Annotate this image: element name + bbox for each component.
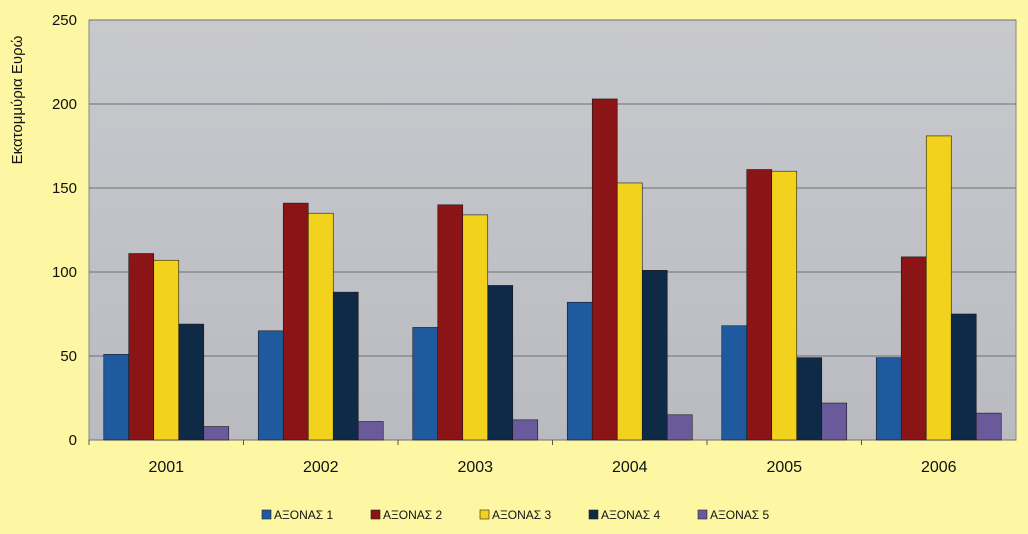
y-tick-label: 0 <box>69 432 77 449</box>
legend-label: ΑΞΟΝΑΣ 2 <box>383 508 443 522</box>
y-tick-label: 50 <box>60 348 77 365</box>
bar-3-2005 <box>771 170 798 441</box>
y-axis-label: Εκατομμύρια Ευρώ <box>9 35 26 164</box>
legend-swatch <box>588 509 599 520</box>
y-axis-ticks: 0 50 100 150 200 250 <box>52 12 77 449</box>
bar-4-2006 <box>950 313 977 441</box>
x-axis-ticks: 2001 2002 2003 2004 2005 2006 <box>88 440 957 476</box>
x-tick-label: 2006 <box>921 459 957 476</box>
bar-3-2003 <box>462 214 489 441</box>
bar-5-2001 <box>203 426 230 441</box>
y-tick-label: 100 <box>52 264 77 281</box>
bar-1-2001 <box>103 354 130 441</box>
x-tick-label: 2001 <box>148 459 184 476</box>
plot-area <box>88 19 1017 441</box>
bar-2-2002 <box>282 202 309 441</box>
bar-1-2003 <box>412 327 439 441</box>
x-tick-label: 2002 <box>303 459 339 476</box>
bar-2-2004 <box>591 98 618 441</box>
bar-1-2005 <box>721 325 748 441</box>
legend-swatch <box>261 509 272 520</box>
legend: ΑΞΟΝΑΣ 1 ΑΞΟΝΑΣ 2 ΑΞΟΝΑΣ 3 ΑΞΟΝΑΣ 4 ΑΞΟΝΑΣ 5 <box>261 508 770 522</box>
bar-2-2003 <box>437 204 464 441</box>
bars <box>103 98 1002 441</box>
bar-3-2006 <box>925 135 952 441</box>
legend-swatch <box>370 509 381 520</box>
bar-3-2004 <box>616 182 643 441</box>
bar-2-2006 <box>900 256 927 441</box>
bar-2-2001 <box>128 253 155 441</box>
bar-2-2005 <box>746 169 773 441</box>
bar-1-2006 <box>875 357 902 441</box>
x-tick-label: 2004 <box>612 459 648 476</box>
bar-5-2004 <box>666 414 693 441</box>
bar-5-2003 <box>512 419 539 441</box>
bar-4-2002 <box>332 291 359 441</box>
y-tick-label: 200 <box>52 96 77 113</box>
legend-swatch <box>479 509 490 520</box>
bar-4-2001 <box>178 323 205 441</box>
legend-label: ΑΞΟΝΑΣ 4 <box>601 508 661 522</box>
legend-swatch <box>697 509 708 520</box>
x-tick-label: 2005 <box>766 459 802 476</box>
bar-5-2006 <box>975 412 1002 441</box>
legend-label: ΑΞΟΝΑΣ 3 <box>492 508 552 522</box>
y-tick-label: 150 <box>52 180 77 197</box>
y-tick-label: 250 <box>52 12 77 29</box>
bar-3-2001 <box>153 259 180 441</box>
bar-5-2005 <box>821 402 848 441</box>
bar-1-2004 <box>566 301 593 441</box>
bar-3-2002 <box>307 212 334 441</box>
x-tick-label: 2003 <box>457 459 493 476</box>
bar-1-2002 <box>257 330 284 441</box>
legend-label: ΑΞΟΝΑΣ 1 <box>274 508 334 522</box>
bar-4-2004 <box>641 270 668 441</box>
bar-5-2002 <box>357 421 384 441</box>
legend-label: ΑΞΟΝΑΣ 5 <box>710 508 770 522</box>
bar-4-2005 <box>796 357 823 441</box>
bar-4-2003 <box>487 285 514 441</box>
